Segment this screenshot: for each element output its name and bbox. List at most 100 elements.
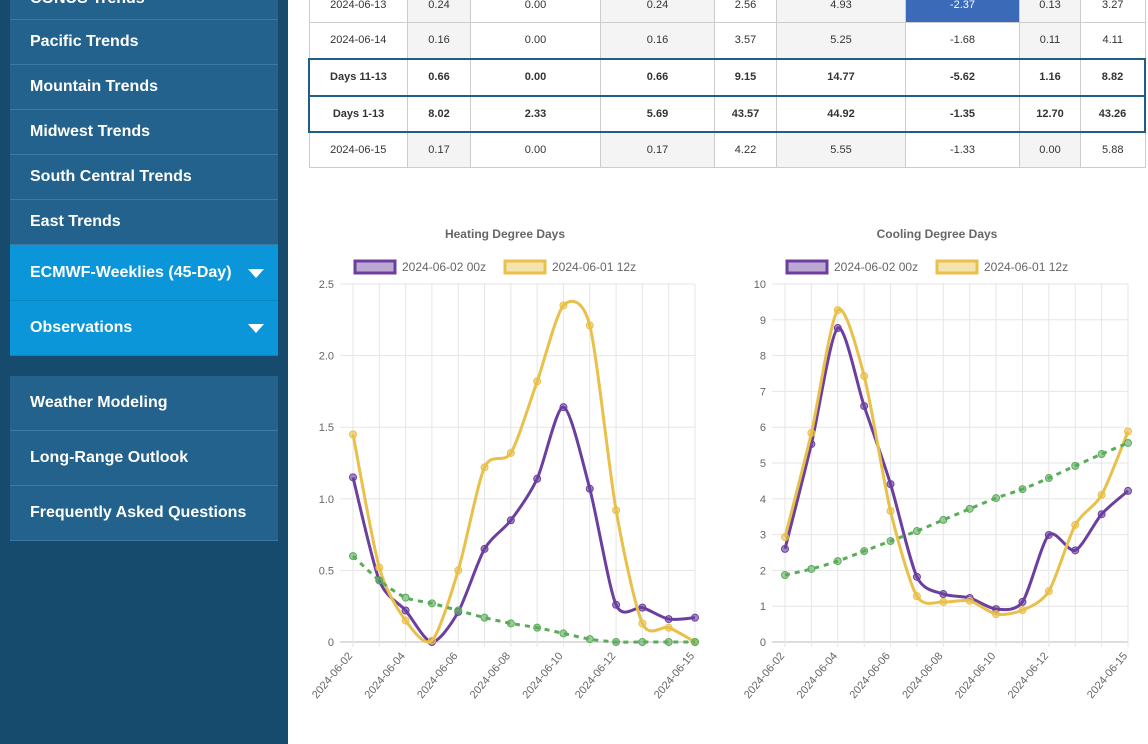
x-tick-label: 2024-06-02: [742, 650, 787, 701]
nav-group: CONUS Trends Pacific Trends Mountain Trend…: [10, 0, 278, 356]
x-tick-label: 2024-06-12: [573, 650, 618, 701]
nav-item[interactable]: CONUS Trends: [10, 0, 278, 20]
table-cell: -5.62: [905, 57, 1020, 97]
x-tick-label: 2024-06-08: [900, 650, 945, 701]
legend-label: 2024-06-01 12z: [984, 260, 1068, 274]
data-point: [533, 377, 542, 386]
y-tick-label: 4: [760, 494, 766, 506]
series-line: [351, 299, 696, 644]
dropdown-arrow: [248, 268, 264, 278]
nav-item[interactable]: East Trends: [10, 200, 278, 245]
data-point: [401, 606, 410, 615]
nav-item[interactable]: Long-Range Outlook: [10, 431, 278, 486]
data-point: [691, 613, 699, 622]
series-line: [783, 307, 1130, 616]
y-tick-label: 0: [328, 637, 334, 649]
data-point: [1044, 530, 1053, 539]
nav-item[interactable]: Frequently Asked Questions: [10, 486, 278, 541]
nav-item[interactable]: South Central Trends: [10, 155, 278, 200]
table-cell: Days 1-13: [308, 94, 408, 133]
table-cell: 0.16: [600, 22, 715, 59]
data-point: [349, 430, 357, 439]
data-point: [833, 557, 842, 566]
nav-label: Mountain Trends: [30, 78, 158, 95]
data-point: [807, 564, 816, 573]
table-cell: 3.57: [714, 22, 777, 59]
data-point: [992, 610, 1001, 619]
nav-item[interactable]: Mountain Trends: [10, 65, 278, 110]
data-point: [480, 463, 489, 472]
nav-item[interactable]: Midwest Trends: [10, 110, 278, 155]
data-point: [781, 533, 789, 542]
data-point: [912, 527, 921, 536]
table-cell: 2.33: [470, 94, 601, 133]
nav-item[interactable]: Pacific Trends: [10, 20, 278, 65]
table-cell: -1.33: [905, 131, 1020, 168]
nav-label: ECMWF-Weeklies (45-Day): [30, 263, 232, 281]
y-tick-label: 7: [760, 386, 766, 398]
legend-label: 2024-06-02 00z: [402, 260, 486, 274]
y-tick-label: 1.0: [319, 494, 334, 506]
data-point: [1018, 606, 1027, 615]
table-cell: 0.00: [470, 131, 601, 168]
data-point: [1097, 490, 1106, 499]
data-point: [349, 473, 357, 482]
nav-label: Weather Modeling: [30, 394, 168, 411]
table-cell: 0.00: [1019, 131, 1081, 168]
arrow-icon: [248, 324, 264, 333]
arrow-icon: [248, 268, 264, 278]
table-cell: 0.17: [600, 131, 715, 168]
data-point: [664, 638, 673, 646]
data-point: [375, 563, 384, 572]
data-point: [965, 504, 974, 513]
nav-item[interactable]: Observations: [10, 301, 278, 356]
data-point: [1071, 520, 1080, 529]
data-point: [886, 480, 895, 489]
y-tick-label: 10: [754, 279, 766, 291]
legend-swatch: [503, 259, 547, 275]
data-table: 2024-06-13 0.24 0.00 0.24 2.56 4.93 -2.37 0.13 3…: [308, 0, 1146, 168]
data-point: [664, 623, 673, 632]
data-point: [638, 603, 647, 612]
data-point: [939, 515, 948, 524]
data-point: [833, 324, 842, 333]
nav-label: Midwest Trends: [30, 123, 151, 140]
table-cell: 8.82: [1080, 57, 1146, 97]
y-tick-label: 1: [760, 601, 766, 613]
nav-item[interactable]: ECMWF-Weeklies (45-Day): [10, 245, 278, 301]
table-cell: 0.24: [407, 0, 471, 23]
table-cell: -1.68: [905, 22, 1020, 59]
data-point: [533, 623, 542, 632]
table-cell: 12.70: [1019, 94, 1081, 133]
table-cell: -2.37: [905, 0, 1020, 23]
nav-label: Frequently Asked Questions: [30, 504, 247, 521]
data-point: [638, 619, 647, 628]
x-tick-label: 2024-06-04: [795, 650, 840, 701]
data-point: [612, 638, 621, 646]
data-point: [638, 638, 647, 646]
table-row: 2024-06-13 0.24 0.00 0.24 2.56 4.93 -2.37 0.13 3…: [308, 0, 1146, 23]
data-point: [401, 616, 410, 625]
data-point: [454, 606, 463, 615]
data-point: [860, 547, 869, 556]
data-point: [1071, 546, 1080, 555]
x-tick-label: 2024-06-10: [520, 650, 565, 701]
nav-item[interactable]: Weather Modeling: [10, 376, 278, 431]
data-point: [375, 576, 384, 585]
sidebar: CONUS Trends Pacific Trends Mountain Trend…: [0, 0, 288, 744]
y-tick-label: 0: [760, 637, 766, 649]
data-point: [480, 544, 489, 553]
y-tick-label: 2.5: [319, 279, 334, 291]
table-cell: 43.26: [1080, 94, 1146, 133]
data-point: [533, 474, 542, 483]
data-point: [1124, 486, 1132, 495]
y-tick-label: 9: [760, 315, 766, 327]
data-point: [781, 544, 789, 553]
data-point: [612, 600, 621, 609]
dropdown-arrow: [248, 324, 264, 333]
series-line: [784, 441, 1129, 577]
data-point: [1124, 427, 1132, 436]
data-point: [559, 629, 568, 638]
table-cell: 0.13: [1019, 0, 1081, 23]
